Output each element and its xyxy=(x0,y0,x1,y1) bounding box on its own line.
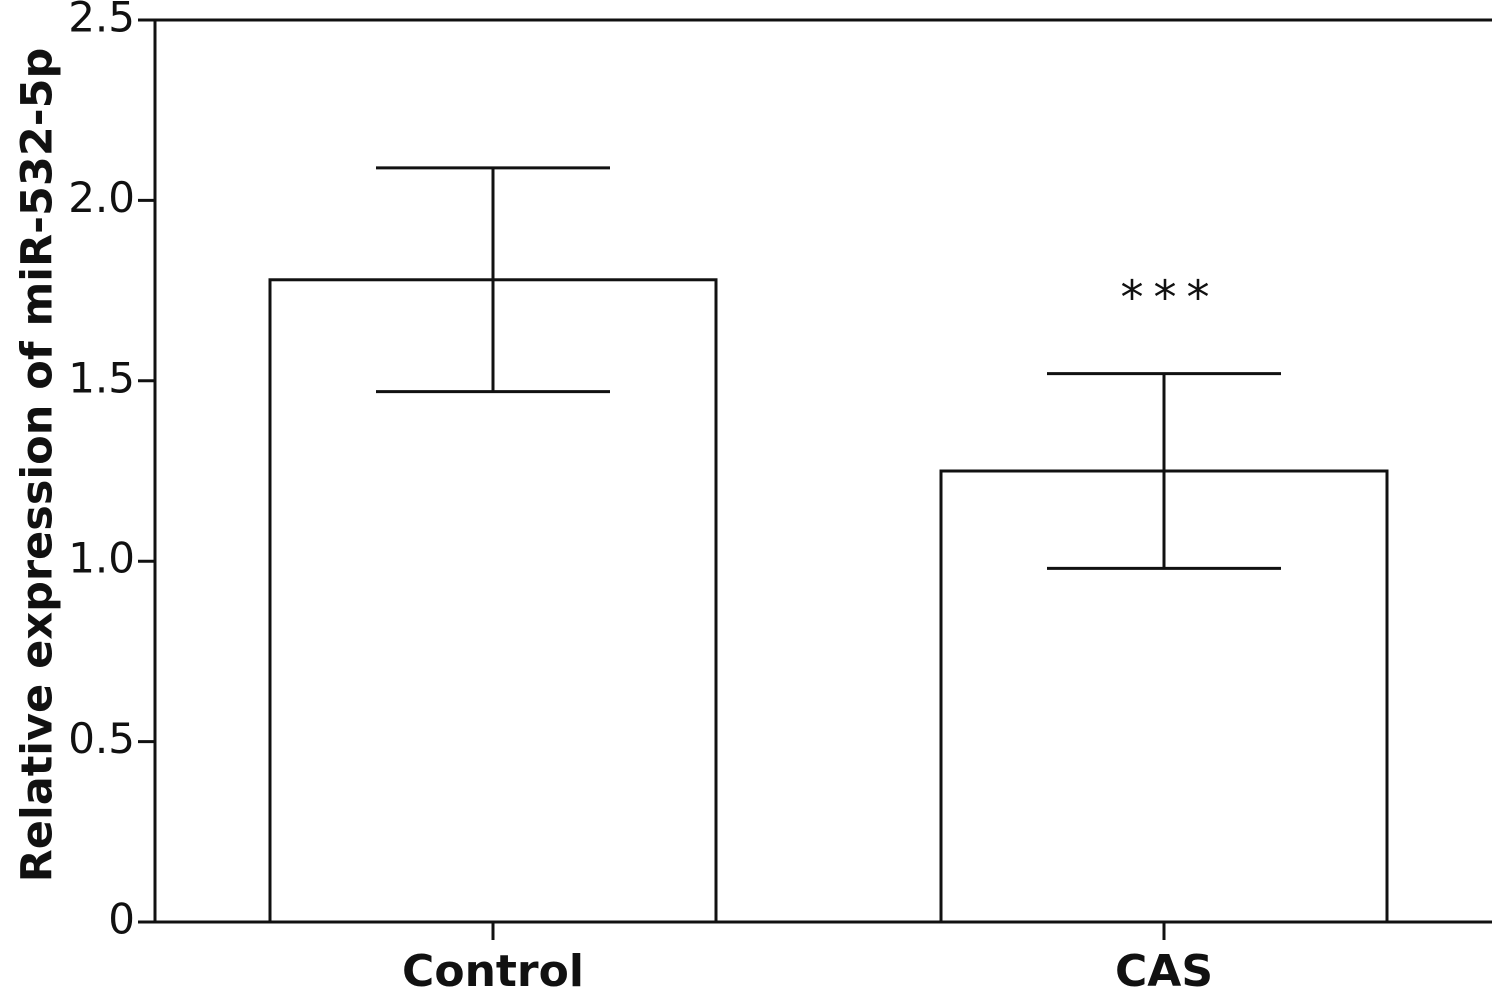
x-tick-label-cas: CAS xyxy=(1115,946,1213,997)
y-tick-label: 1.5 xyxy=(68,353,135,402)
y-tick-label: 2.0 xyxy=(68,173,135,222)
y-tick-label: 0 xyxy=(108,895,135,944)
x-axis-ticks: Control CAS xyxy=(402,922,1213,997)
y-tick-label: 0.5 xyxy=(68,714,135,763)
significance-annotation: *** xyxy=(1121,271,1220,325)
axes xyxy=(153,18,1492,924)
y-tick-label: 2.5 xyxy=(68,0,135,42)
bars xyxy=(268,166,1389,924)
x-tick-label-control: Control xyxy=(402,946,584,997)
y-axis-ticks: 0 0.5 1.0 1.5 2.0 2.5 xyxy=(68,0,155,944)
y-tick-label: 1.0 xyxy=(68,534,135,583)
labels: Relative expression of miR-532-5p *** xyxy=(13,48,1220,883)
y-axis-label: Relative expression of miR-532-5p xyxy=(13,48,63,883)
